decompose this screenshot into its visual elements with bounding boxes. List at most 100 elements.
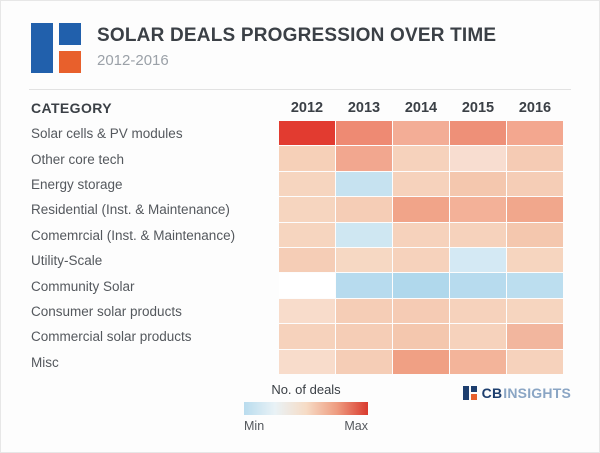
category-label: Misc (31, 354, 59, 370)
heatmap-row: Energy storage (31, 171, 571, 197)
heatmap-cell (336, 273, 392, 298)
heatmap-row-cells (279, 349, 563, 375)
category-label: Community Solar (31, 278, 135, 294)
heatmap-cell (507, 273, 563, 298)
heatmap-header-row: CATEGORY 2012 2013 2014 2015 2016 (31, 97, 571, 119)
category-label: Residential (Inst. & Maintenance) (31, 202, 230, 218)
heatmap-cell (393, 121, 449, 146)
heatmap-row-cells (279, 298, 563, 324)
heatmap-cell (393, 146, 449, 171)
heatmap-row-cells (279, 146, 563, 171)
cbinsights-wordmark: CB INSIGHTS (462, 385, 571, 401)
heatmap-cell (507, 222, 563, 247)
page-subtitle: 2012-2016 (97, 52, 169, 69)
heatmap-cell (279, 247, 335, 273)
heatmap-cell (279, 171, 335, 197)
heatmap-row-cells (279, 171, 563, 197)
heatmap-cell (279, 121, 335, 146)
heatmap-cell (450, 298, 506, 324)
category-label: Solar cells & PV modules (31, 126, 183, 142)
legend-minmax-labels: Min Max (244, 419, 368, 433)
heatmap-cell (507, 298, 563, 324)
heatmap-cell (450, 222, 506, 247)
legend: No. of deals Min Max (244, 382, 368, 433)
heatmap-cell (279, 349, 335, 374)
heatmap-row-cells (279, 121, 563, 146)
heatmap-cell (507, 121, 563, 146)
heatmap-cell (336, 298, 392, 324)
heatmap-cell (450, 273, 506, 298)
brand-cb-text: CB (481, 385, 503, 401)
heatmap-cell (507, 171, 563, 197)
heatmap-cell (507, 197, 563, 222)
year-header: 2016 (518, 100, 552, 116)
heatmap-row-cells (279, 324, 563, 349)
category-label: Utility-Scale (31, 253, 103, 269)
year-header: 2013 (347, 100, 381, 116)
heatmap-cell (507, 247, 563, 273)
heatmap-row: Community Solar (31, 273, 571, 298)
year-header: 2014 (404, 100, 438, 116)
category-label: Comemrcial (Inst. & Maintenance) (31, 227, 236, 243)
heatmap-row: Comemrcial (Inst. & Maintenance) (31, 222, 571, 248)
cbinsights-logo-icon (31, 23, 81, 73)
heatmap-cell (393, 197, 449, 222)
heatmap-cell (279, 146, 335, 171)
heatmap-cell (393, 273, 449, 298)
year-header: 2015 (461, 100, 495, 116)
heatmap-row-cells (279, 222, 563, 248)
heatmap-cell (336, 197, 392, 222)
heatmap-cell (336, 324, 392, 349)
heatmap-row: Misc (31, 349, 571, 375)
heatmap-row-cells (279, 247, 563, 273)
heatmap-row: Utility-Scale (31, 247, 571, 273)
header-divider (29, 89, 571, 90)
heatmap-cell (450, 349, 506, 374)
category-label: Energy storage (31, 176, 123, 192)
heatmap-row-cells (279, 197, 563, 222)
heatmap-cell (336, 121, 392, 146)
heatmap-cell (336, 349, 392, 374)
logo-top-right-square (59, 23, 81, 45)
heatmap-row: Commercial solar products (31, 324, 571, 349)
logo-bottom-right-square (59, 51, 81, 73)
legend-max-label: Max (344, 419, 368, 433)
heatmap-cell (393, 349, 449, 374)
legend-gradient-bar (244, 402, 368, 415)
heatmap-row: Other core tech (31, 146, 571, 171)
heatmap-rows: Solar cells & PV modules Other core tech E… (31, 121, 571, 375)
heatmap-cell (279, 298, 335, 324)
heatmap-cell (336, 247, 392, 273)
heatmap-row: Residential (Inst. & Maintenance) (31, 197, 571, 222)
heatmap-cell (393, 298, 449, 324)
heatmap-row-cells (279, 273, 563, 298)
heatmap-cell (507, 146, 563, 171)
heatmap-cell (393, 171, 449, 197)
heatmap-cell (450, 197, 506, 222)
legend-title: No. of deals (271, 382, 341, 397)
category-label: Other core tech (31, 151, 125, 167)
heatmap-cell (279, 197, 335, 222)
brand-insights-text: INSIGHTS (503, 385, 571, 401)
heatmap-cell (393, 324, 449, 349)
header: SOLAR DEALS PROGRESSION OVER TIME 2012-2… (31, 23, 496, 73)
mini-logo-top-right-square (470, 386, 477, 393)
category-axis-label: CATEGORY (31, 100, 112, 116)
heatmap-chart: CATEGORY 2012 2013 2014 2015 2016 Solar cell… (31, 97, 571, 375)
heatmap-cell (450, 146, 506, 171)
heatmap-cell (450, 121, 506, 146)
heatmap-cell (393, 222, 449, 247)
heatmap-cell (450, 247, 506, 273)
heatmap-cell (393, 247, 449, 273)
page-title: SOLAR DEALS PROGRESSION OVER TIME (97, 25, 497, 46)
heatmap-cell (507, 349, 563, 374)
heatmap-cell (450, 324, 506, 349)
heatmap-row: Consumer solar products (31, 298, 571, 324)
heatmap-cell (336, 146, 392, 171)
heatmap-cell (336, 222, 392, 247)
category-label: Commercial solar products (31, 329, 192, 345)
heatmap-cell (279, 222, 335, 247)
category-label: Consumer solar products (31, 303, 182, 319)
legend-min-label: Min (244, 419, 265, 433)
